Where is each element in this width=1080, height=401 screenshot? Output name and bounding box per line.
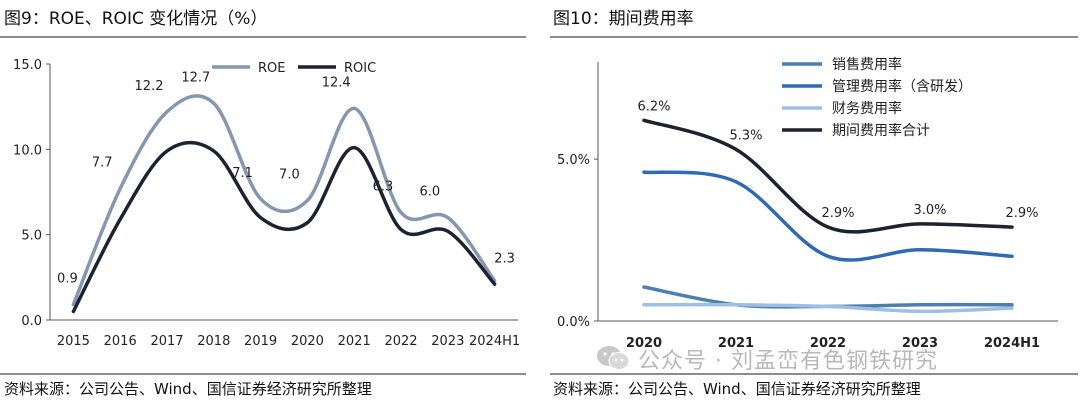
x-tick-label: 2021 xyxy=(718,336,754,351)
title-rule-right xyxy=(550,36,1078,38)
data-label: 12.2 xyxy=(135,79,164,94)
legend-label-1: 管理费用率（含研发） xyxy=(832,78,972,95)
data-label: 2.9% xyxy=(821,206,854,221)
y-tick-label: 0.0 xyxy=(21,314,42,329)
series-line-3 xyxy=(642,118,1014,234)
x-tick-label: 2016 xyxy=(104,334,137,349)
legend-label-0: 销售费用率 xyxy=(832,56,902,73)
x-tick-label: 2023 xyxy=(902,336,938,351)
y-tick-label: 10.0 xyxy=(13,143,42,158)
legend-label-3: 期间费用率合计 xyxy=(832,122,930,139)
source-rule-left xyxy=(0,373,526,375)
x-tick-label: 2019 xyxy=(244,334,277,349)
x-tick-label: 2022 xyxy=(384,334,417,349)
data-label: 12.4 xyxy=(322,75,351,90)
data-label: 6.0 xyxy=(419,185,440,200)
title-rule-left xyxy=(0,36,526,38)
series-line-1 xyxy=(642,170,1014,262)
data-label: 6.2% xyxy=(637,99,670,114)
x-tick-label: 2022 xyxy=(810,336,846,351)
series-line-roe xyxy=(71,94,497,307)
data-label: 5.3% xyxy=(729,128,762,143)
x-tick-label: 2017 xyxy=(150,334,183,349)
x-tick-label: 2024H1 xyxy=(984,336,1040,351)
y-tick-label: 5.0 xyxy=(21,229,42,244)
data-label: 12.7 xyxy=(181,70,210,85)
y-tick-label: 0.0% xyxy=(557,315,590,330)
series-line-2 xyxy=(642,302,1014,314)
watermark-text: 公众号 · 刘孟峦有色钢铁研究 xyxy=(638,349,938,374)
x-tick-label: 2015 xyxy=(57,334,90,349)
data-label: 2.3 xyxy=(494,252,515,267)
data-label: 3.0% xyxy=(913,203,946,218)
source-note-right: 资料来源：公司公告、Wind、国信证券经济研究所整理 xyxy=(553,380,921,398)
y-tick-label: 5.0% xyxy=(557,153,590,168)
y-tick-label: 15.0 xyxy=(13,58,42,73)
source-note-left: 资料来源：公司公告、Wind、国信证券经济研究所整理 xyxy=(4,380,372,398)
expense-ratio-chart: 0.0% 5.0% 2020 2021 2022 2023 2024H1 6.2% 5.3% 2.… xyxy=(557,56,1058,351)
legend-label-roe: ROE xyxy=(258,61,285,76)
data-label: 0.9 xyxy=(57,272,78,287)
roe-roic-chart: 0.0 5.0 10.0 15.0 2015 2016 2017 2018 2019 2020 20… xyxy=(13,58,520,349)
wechat-icon xyxy=(597,346,630,370)
chart-title-roe-roic: 图9：ROE、ROIC 变化情况（%） xyxy=(4,9,268,29)
legend-label-roic: ROIC xyxy=(344,61,376,76)
x-tick-label: 2018 xyxy=(197,334,230,349)
data-label: 7.0 xyxy=(279,168,300,183)
x-tick-label: 2020 xyxy=(291,334,324,349)
x-tick-label: 2024H1 xyxy=(469,334,520,349)
x-tick-label: 2021 xyxy=(338,334,371,349)
x-tick-label: 2020 xyxy=(626,336,662,351)
x-tick-label: 2023 xyxy=(431,334,464,349)
series-line-roic xyxy=(71,140,497,314)
chart-title-expense-ratio: 图10：期间费用率 xyxy=(553,9,694,29)
data-label: 7.1 xyxy=(232,166,253,181)
data-label: 7.7 xyxy=(92,156,113,171)
source-rule-right xyxy=(550,373,1078,375)
legend-label-2: 财务费用率 xyxy=(832,100,902,117)
data-label: 2.9% xyxy=(1005,206,1038,221)
